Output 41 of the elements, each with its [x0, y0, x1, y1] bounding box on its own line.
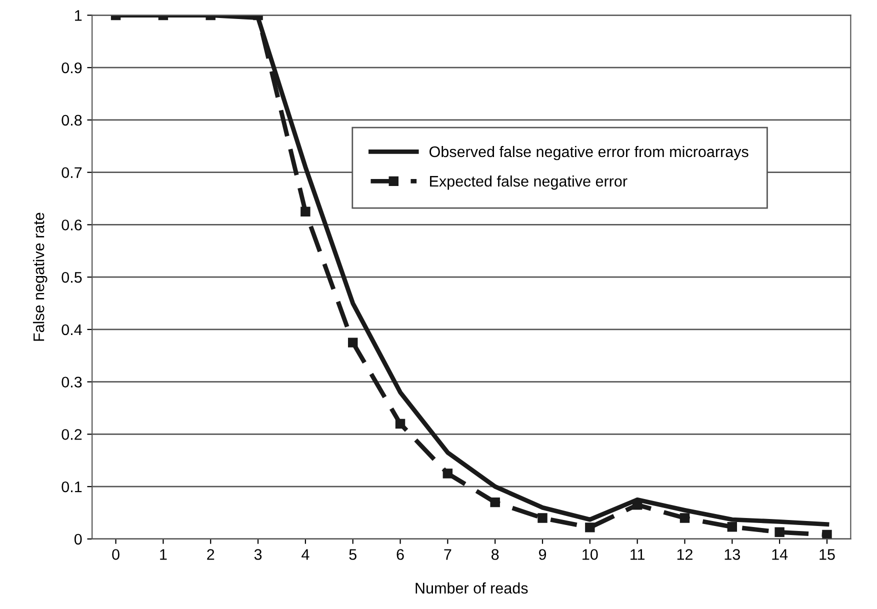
x-axis-title: Number of reads [416, 582, 528, 594]
x-tick-label: 14 [772, 549, 788, 560]
x-tick-label: 5 [349, 549, 356, 560]
point [395, 418, 406, 429]
y-tick-label: 0 [74, 534, 82, 545]
y-tick-label: 0.8 [62, 114, 82, 126]
y-tick-label: 0.5 [62, 272, 82, 283]
point [822, 530, 832, 539]
y-tick-label: 0.9 [62, 62, 82, 74]
point [442, 468, 453, 478]
y-tick-label: 0.1 [62, 481, 82, 492]
point [490, 497, 500, 508]
point [538, 513, 548, 523]
legend-label: Observed false negative error from microarrays [430, 146, 748, 160]
y-tick-label: 1 [75, 10, 82, 21]
point [774, 527, 784, 538]
y-tick-label: 0.7 [62, 167, 82, 178]
y-tick-label: 0.3 [62, 376, 82, 388]
x-tick-label: 3 [254, 549, 262, 560]
x-tick-label: 15 [820, 549, 835, 560]
x-tick-label: 0 [112, 549, 120, 560]
y-tick-label: 0.2 [62, 429, 82, 440]
y-tick-label: 0.4 [62, 324, 82, 336]
x-tick-label: 11 [630, 549, 645, 560]
x-tick-label: 1 [160, 549, 167, 560]
x-tick-label: 2 [207, 549, 214, 560]
x-tick-label: 8 [492, 549, 499, 560]
x-tick-label: 6 [396, 549, 404, 560]
x-tick-label: 7 [444, 549, 452, 560]
point [727, 522, 738, 532]
x-tick-label: 4 [302, 549, 310, 560]
y-axis-title: False negative rate [32, 212, 48, 341]
y-tick-label: 0.6 [62, 220, 82, 230]
x-tick-label: 12 [677, 549, 692, 560]
x-tick-label: 13 [724, 549, 740, 560]
point [680, 513, 690, 523]
x-tick-label: 10 [582, 549, 598, 560]
x-tick-label: 9 [538, 549, 546, 560]
point [348, 338, 358, 348]
legend-label: Expected false negative error [430, 175, 628, 190]
point [585, 522, 595, 532]
